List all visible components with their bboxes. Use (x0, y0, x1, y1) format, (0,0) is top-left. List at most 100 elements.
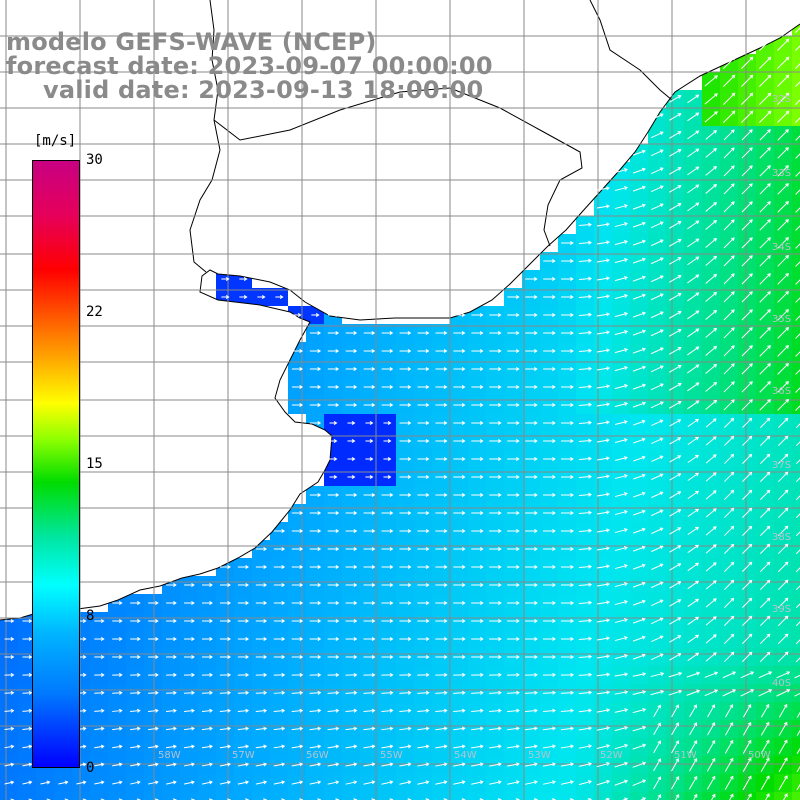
wind-arrow (435, 780, 448, 785)
wind-arrow (399, 402, 412, 408)
wind-arrow (777, 579, 789, 591)
wind-speed-cell (792, 342, 800, 360)
wind-arrow (760, 703, 770, 718)
wind-arrow (524, 744, 538, 749)
wind-speed-cell (792, 198, 800, 216)
wind-arrow (687, 634, 700, 644)
wind-arrow (687, 490, 699, 500)
wind-arrow (219, 744, 232, 749)
wind-arrow (471, 366, 484, 372)
wind-arrow (614, 402, 629, 408)
wind-arrow (201, 600, 213, 606)
wind-arrow (507, 366, 520, 372)
wind-arrow (704, 689, 719, 697)
wind-arrow (291, 780, 304, 785)
wind-arrow (760, 739, 770, 754)
wind-arrow (345, 762, 358, 767)
wind-arrow (687, 310, 700, 320)
wind-arrow (596, 546, 610, 551)
wind-arrow (561, 492, 574, 498)
wind-arrow (471, 726, 484, 731)
wind-arrow (596, 618, 611, 623)
wind-arrow (4, 690, 15, 695)
wind-arrow (291, 618, 304, 624)
wind-arrow (148, 654, 159, 660)
wind-arrow (668, 221, 682, 229)
wind-arrow (201, 690, 213, 695)
wind-arrow (399, 672, 412, 677)
wind-arrow (650, 113, 664, 121)
wind-arrow (130, 672, 141, 677)
wind-arrow (578, 474, 592, 479)
wind-arrow (435, 402, 448, 408)
wind-arrow (650, 239, 664, 247)
wind-arrow (435, 330, 448, 336)
wind-arrow (687, 220, 700, 230)
wind-arrow (614, 438, 628, 444)
wind-speed-cell (126, 792, 144, 800)
wind-arrow (578, 258, 592, 263)
wind-arrow (724, 417, 735, 428)
wind-arrow (471, 654, 484, 660)
wind-arrow (777, 237, 789, 249)
wind-arrow (632, 311, 646, 318)
wind-speed-cell (702, 792, 720, 800)
wind-speed-cell (252, 792, 270, 800)
wind-arrow (309, 384, 322, 390)
wind-speed-cell (792, 360, 800, 378)
wind-arrow (201, 708, 213, 713)
wind-arrow (687, 148, 700, 158)
wind-arrow (724, 453, 735, 464)
wind-arrow (381, 636, 394, 642)
wind-arrow (237, 564, 250, 570)
wind-arrow (777, 398, 790, 411)
wind-arrow (273, 528, 286, 534)
wind-arrow (795, 387, 800, 393)
wind-arrow (777, 273, 789, 285)
wind-arrow (453, 348, 466, 354)
wind-arrow (417, 618, 430, 624)
wind-arrow (507, 780, 520, 785)
wind-arrow (291, 654, 304, 660)
wind-arrow (435, 636, 448, 642)
wind-arrow (417, 654, 430, 660)
wind-arrow (219, 708, 232, 713)
wind-arrow (365, 420, 374, 426)
wind-arrow (22, 690, 33, 695)
wind-arrow (724, 721, 734, 736)
wind-arrow (148, 744, 159, 749)
wind-arrow (651, 599, 664, 607)
wind-arrow (524, 690, 538, 695)
wind-arrow (560, 690, 575, 695)
wind-arrow (184, 654, 195, 660)
wind-arrow (561, 240, 574, 246)
wind-arrow (417, 762, 430, 767)
wind-arrow (363, 618, 376, 624)
wind-arrow (651, 509, 664, 517)
wind-arrow (614, 294, 628, 300)
wind-arrow (741, 201, 753, 213)
wind-arrow (795, 261, 800, 267)
wind-arrow (668, 400, 682, 409)
wind-arrow (651, 545, 664, 553)
wind-arrow (489, 654, 502, 660)
longitude-label: 54W (454, 750, 477, 761)
wind-arrow (471, 762, 484, 767)
wind-arrow (724, 775, 734, 790)
wind-arrow (578, 654, 593, 659)
wind-arrow (596, 420, 610, 425)
wind-arrow (237, 672, 250, 677)
wind-arrow (669, 113, 682, 121)
wind-arrow (399, 366, 412, 372)
wind-arrow (130, 744, 141, 749)
wind-arrow (273, 636, 286, 642)
wind-speed-cell (504, 792, 522, 800)
latitude-label: 40S (772, 678, 791, 689)
wind-arrow (759, 237, 771, 249)
wind-arrow (489, 402, 502, 408)
wind-arrow (650, 311, 664, 319)
continent-shape (0, 0, 800, 620)
wind-arrow (578, 726, 593, 731)
wind-arrow (776, 671, 791, 679)
wind-arrow (795, 657, 800, 663)
